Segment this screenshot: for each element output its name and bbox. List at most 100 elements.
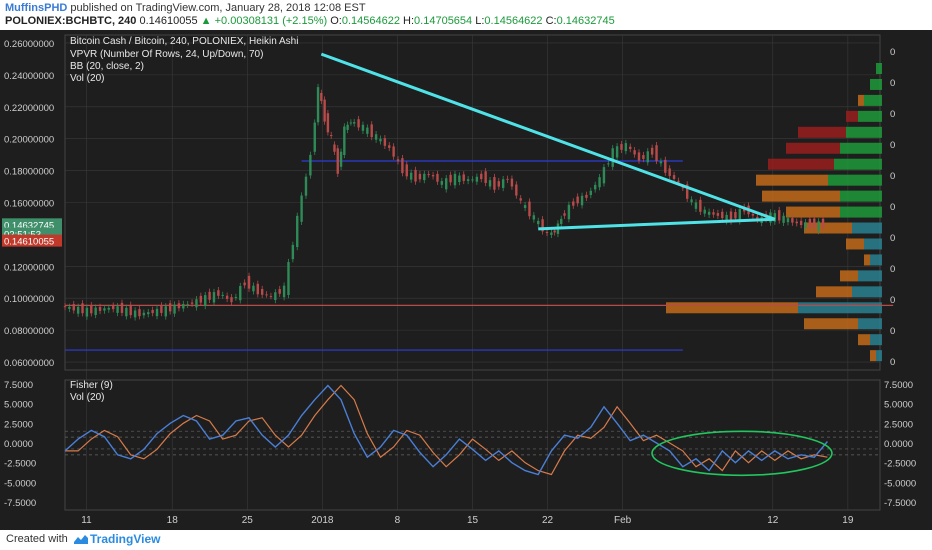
candle-body	[734, 212, 737, 219]
candle-body	[563, 213, 566, 216]
o-label: O:	[330, 15, 342, 27]
up-arrow-icon: ▲	[200, 15, 212, 27]
vp-down-bar	[666, 302, 798, 314]
candle-body	[541, 219, 544, 232]
candle-body	[409, 172, 413, 180]
tradingview-brand[interactable]: TradingView	[90, 532, 161, 546]
candle-body	[256, 283, 259, 295]
candle-body	[808, 218, 812, 228]
vp-up-bar	[858, 110, 882, 122]
right-axis-tick: 0	[890, 202, 895, 213]
candle-body	[655, 145, 658, 161]
candle-body	[453, 173, 457, 186]
l-value: 0.14564622	[484, 15, 543, 27]
candle-body	[208, 291, 211, 300]
candle-body	[120, 302, 124, 313]
candle-body	[225, 295, 229, 299]
candle-body	[370, 124, 373, 138]
candle-body	[677, 180, 680, 183]
fisher-y-tick: 7.5000	[4, 380, 33, 391]
candle-body	[186, 304, 189, 306]
c-value: 0.14632745	[556, 15, 615, 27]
candle-body	[326, 113, 330, 133]
candle-body	[782, 215, 785, 223]
x-tick-label: 19	[842, 515, 854, 526]
candle-body	[795, 221, 798, 224]
author-link[interactable]: MuffinsPHD	[5, 2, 68, 14]
candle-body	[366, 127, 369, 134]
candle-body	[633, 150, 636, 155]
right-axis-tick: 0	[890, 109, 895, 120]
vp-up-bar	[870, 334, 882, 346]
candle-body	[418, 173, 422, 180]
candle-body	[111, 305, 115, 310]
fisher-line	[64, 384, 828, 476]
x-tick-label: 12	[767, 515, 779, 526]
candle-body	[304, 176, 308, 196]
vp-down-bar	[804, 318, 858, 330]
candle-body	[659, 161, 663, 164]
candle-body	[63, 306, 67, 308]
candle-body	[515, 184, 518, 196]
candle-body	[94, 307, 97, 316]
candle-body	[81, 303, 84, 314]
right-axis-tick: 0	[890, 264, 895, 275]
candle-body	[510, 178, 514, 187]
candle-body	[751, 214, 755, 216]
candle-body	[221, 294, 224, 296]
candle-body	[572, 201, 575, 206]
vp-up-bar	[840, 190, 882, 202]
candle-body	[537, 220, 540, 225]
x-tick-label: 22	[542, 515, 554, 526]
vp-down-bar	[870, 350, 876, 362]
indicator-vpvr: VPVR (Number Of Rows, 24, Up/Down, 70)	[70, 49, 263, 60]
y-tick-label: 0.18000000	[4, 167, 54, 178]
right-axis-tick: 0	[890, 233, 895, 244]
candle-body	[336, 148, 339, 174]
candle-body	[423, 173, 426, 181]
vp-down-bar	[840, 270, 858, 282]
candle-body	[725, 214, 728, 222]
candle-body	[462, 174, 465, 181]
candle-body	[177, 303, 181, 309]
candle-body	[756, 216, 759, 220]
vp-down-bar	[786, 206, 840, 218]
candle-body	[817, 221, 820, 231]
candle-body	[313, 122, 316, 152]
x-tick-label: 2018	[311, 515, 334, 526]
indicator-vol: Vol (20)	[70, 73, 104, 84]
candle-body	[813, 218, 816, 228]
chart-canvas[interactable]: 11 18 25 2018 8 15 22 Feb 12 19 0.26000000 0.240000…	[0, 30, 932, 530]
candle-body	[576, 196, 579, 204]
vp-down-bar	[858, 334, 870, 346]
candle-body	[125, 307, 128, 317]
fisher-y-tick-right: -5.0000	[884, 478, 916, 489]
candle-body	[98, 306, 102, 311]
candle-body	[545, 232, 549, 234]
y-tick-label: 0.20000000	[4, 135, 54, 146]
y-tick-label: 0.16000000	[4, 199, 54, 210]
candle-body	[103, 308, 106, 311]
vp-up-bar	[876, 350, 882, 362]
candle-body	[379, 138, 382, 142]
candle-body	[664, 159, 667, 173]
x-tick-label: 15	[467, 515, 479, 526]
right-axis-tick: 0	[890, 78, 895, 89]
candle-body	[320, 92, 323, 101]
candle-body	[668, 168, 671, 176]
created-with-label: Created with	[6, 533, 68, 545]
vp-down-bar	[804, 222, 852, 234]
candle-body	[212, 292, 216, 303]
candle-body	[287, 262, 290, 296]
candle-body	[72, 304, 75, 311]
y-tick-label: 0.14610055	[4, 237, 54, 248]
trendlines[interactable]	[320, 52, 776, 231]
candle-body	[615, 146, 619, 158]
candle-body	[291, 244, 295, 260]
published-text: published on TradingView.com, January 28…	[70, 2, 366, 14]
candle-body	[493, 177, 496, 190]
fisher-trigger-line	[65, 384, 828, 476]
candle-body	[773, 213, 777, 222]
indicator-bb: BB (20, close, 2)	[70, 61, 144, 72]
candle-body	[791, 218, 794, 223]
